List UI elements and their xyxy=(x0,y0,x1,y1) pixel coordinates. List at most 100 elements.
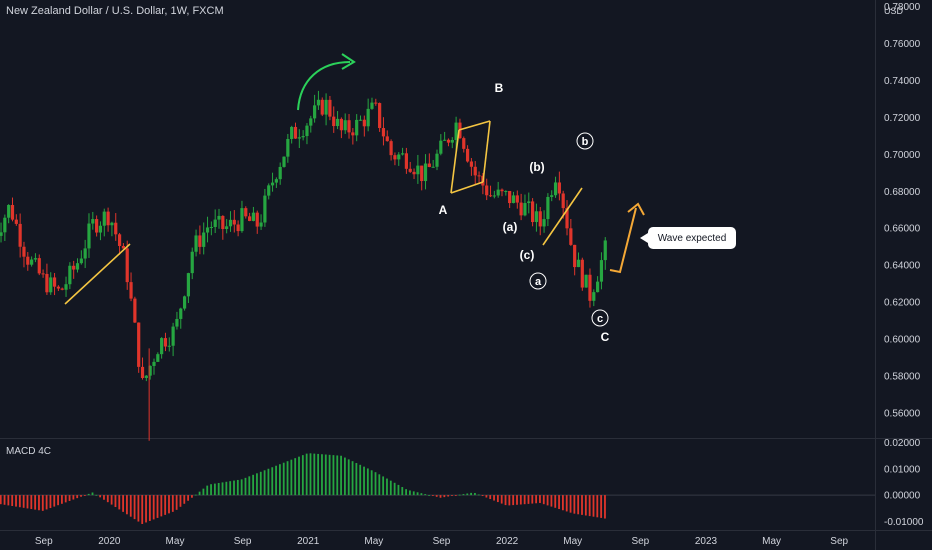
projection-arrow-path xyxy=(609,207,637,274)
macd-bar xyxy=(68,495,71,501)
candle-body xyxy=(473,166,477,176)
candle-body xyxy=(87,223,91,249)
candle-body xyxy=(267,185,271,196)
candle-body xyxy=(156,354,160,362)
macd-bar xyxy=(512,495,515,506)
candle-body xyxy=(190,251,194,274)
candle-body xyxy=(72,265,76,270)
candle-body xyxy=(102,211,106,226)
time-tick-label: Sep xyxy=(830,536,848,547)
macd-bar xyxy=(527,495,530,504)
macd-bar xyxy=(500,495,503,504)
macd-bar xyxy=(290,459,293,496)
macd-bar xyxy=(252,474,255,496)
candle-body xyxy=(557,182,561,194)
macd-bar xyxy=(301,455,304,496)
candles-group xyxy=(0,90,607,382)
price-axis-currency: USD xyxy=(884,6,904,16)
candle-body xyxy=(362,119,366,127)
macd-bar xyxy=(389,480,392,496)
candle-body xyxy=(79,258,83,264)
macd-bar xyxy=(550,495,553,507)
macd-bar xyxy=(317,453,320,496)
macd-bar xyxy=(535,495,538,504)
macd-bar xyxy=(64,495,67,503)
macd-bar xyxy=(145,495,147,523)
candle-body xyxy=(114,222,118,235)
candle-body xyxy=(259,222,263,227)
macd-bar xyxy=(22,495,25,508)
candle-body xyxy=(209,226,213,228)
candle-body xyxy=(450,139,454,143)
macd-bar xyxy=(401,487,404,496)
macd-bar xyxy=(481,495,484,497)
candle-body xyxy=(293,126,298,139)
candle-body xyxy=(404,153,408,169)
macd-bar xyxy=(34,495,37,510)
candle-body xyxy=(420,165,424,182)
candle-body xyxy=(439,140,443,154)
macd-bar xyxy=(340,455,342,496)
candle-body xyxy=(423,163,428,182)
candle-body xyxy=(588,274,592,301)
macd-bar xyxy=(217,482,220,496)
candle-body xyxy=(125,248,129,283)
macd-bar xyxy=(3,495,6,505)
candle-body xyxy=(366,108,370,127)
candle-body xyxy=(500,189,504,192)
macd-bar xyxy=(581,495,583,515)
candle-body xyxy=(565,208,569,229)
wave-label-b-circled-circle xyxy=(576,132,594,150)
macd-bar xyxy=(275,465,277,496)
candle-body xyxy=(469,161,474,167)
candle-body xyxy=(152,361,156,366)
macd-bar xyxy=(278,464,281,496)
macd-bar xyxy=(114,495,117,508)
candle-body xyxy=(596,281,600,293)
candle-body xyxy=(538,211,542,227)
macd-bar xyxy=(72,495,75,500)
macd-bar xyxy=(156,495,159,518)
macd-bar xyxy=(439,495,442,498)
candle-body xyxy=(7,204,11,218)
candle-body xyxy=(378,103,382,129)
wave-label-c-paren: (c) xyxy=(520,248,535,262)
trend-line-2019 xyxy=(64,243,131,305)
candle-body xyxy=(148,365,152,376)
candle-body xyxy=(228,219,233,227)
macd-bar xyxy=(61,495,63,504)
macd-bar xyxy=(546,495,549,506)
candle-body xyxy=(26,256,30,265)
candle-body xyxy=(462,138,466,149)
macd-bar xyxy=(267,468,270,496)
macd-bar xyxy=(309,453,312,496)
macd-bar xyxy=(584,495,587,516)
candle-body xyxy=(182,296,187,309)
candle-body xyxy=(64,284,68,290)
wave-label-a-paren: (a) xyxy=(503,220,518,234)
candle-body xyxy=(49,277,53,293)
candle-body xyxy=(225,226,229,229)
macd-bar xyxy=(152,495,155,520)
macd-bar xyxy=(405,489,407,496)
macd-bar xyxy=(393,482,396,496)
macd-bar xyxy=(600,495,603,518)
candle-body xyxy=(546,196,550,220)
candle-body xyxy=(435,153,439,167)
macd-histogram-group xyxy=(0,453,606,524)
candle-body xyxy=(282,156,286,167)
candle-body xyxy=(194,235,198,252)
macd-bar xyxy=(565,495,568,512)
macd-bar xyxy=(57,495,59,506)
macd-bar xyxy=(126,495,128,515)
candle-body xyxy=(3,217,7,233)
candle-body xyxy=(599,260,604,282)
macd-bar xyxy=(424,494,427,496)
macd-bar xyxy=(141,495,144,524)
macd-bar xyxy=(382,476,385,496)
price-tick-label: 0.64000 xyxy=(884,261,921,272)
macd-bar xyxy=(7,495,10,506)
candle-body xyxy=(110,222,114,226)
macd-bar xyxy=(171,495,174,512)
